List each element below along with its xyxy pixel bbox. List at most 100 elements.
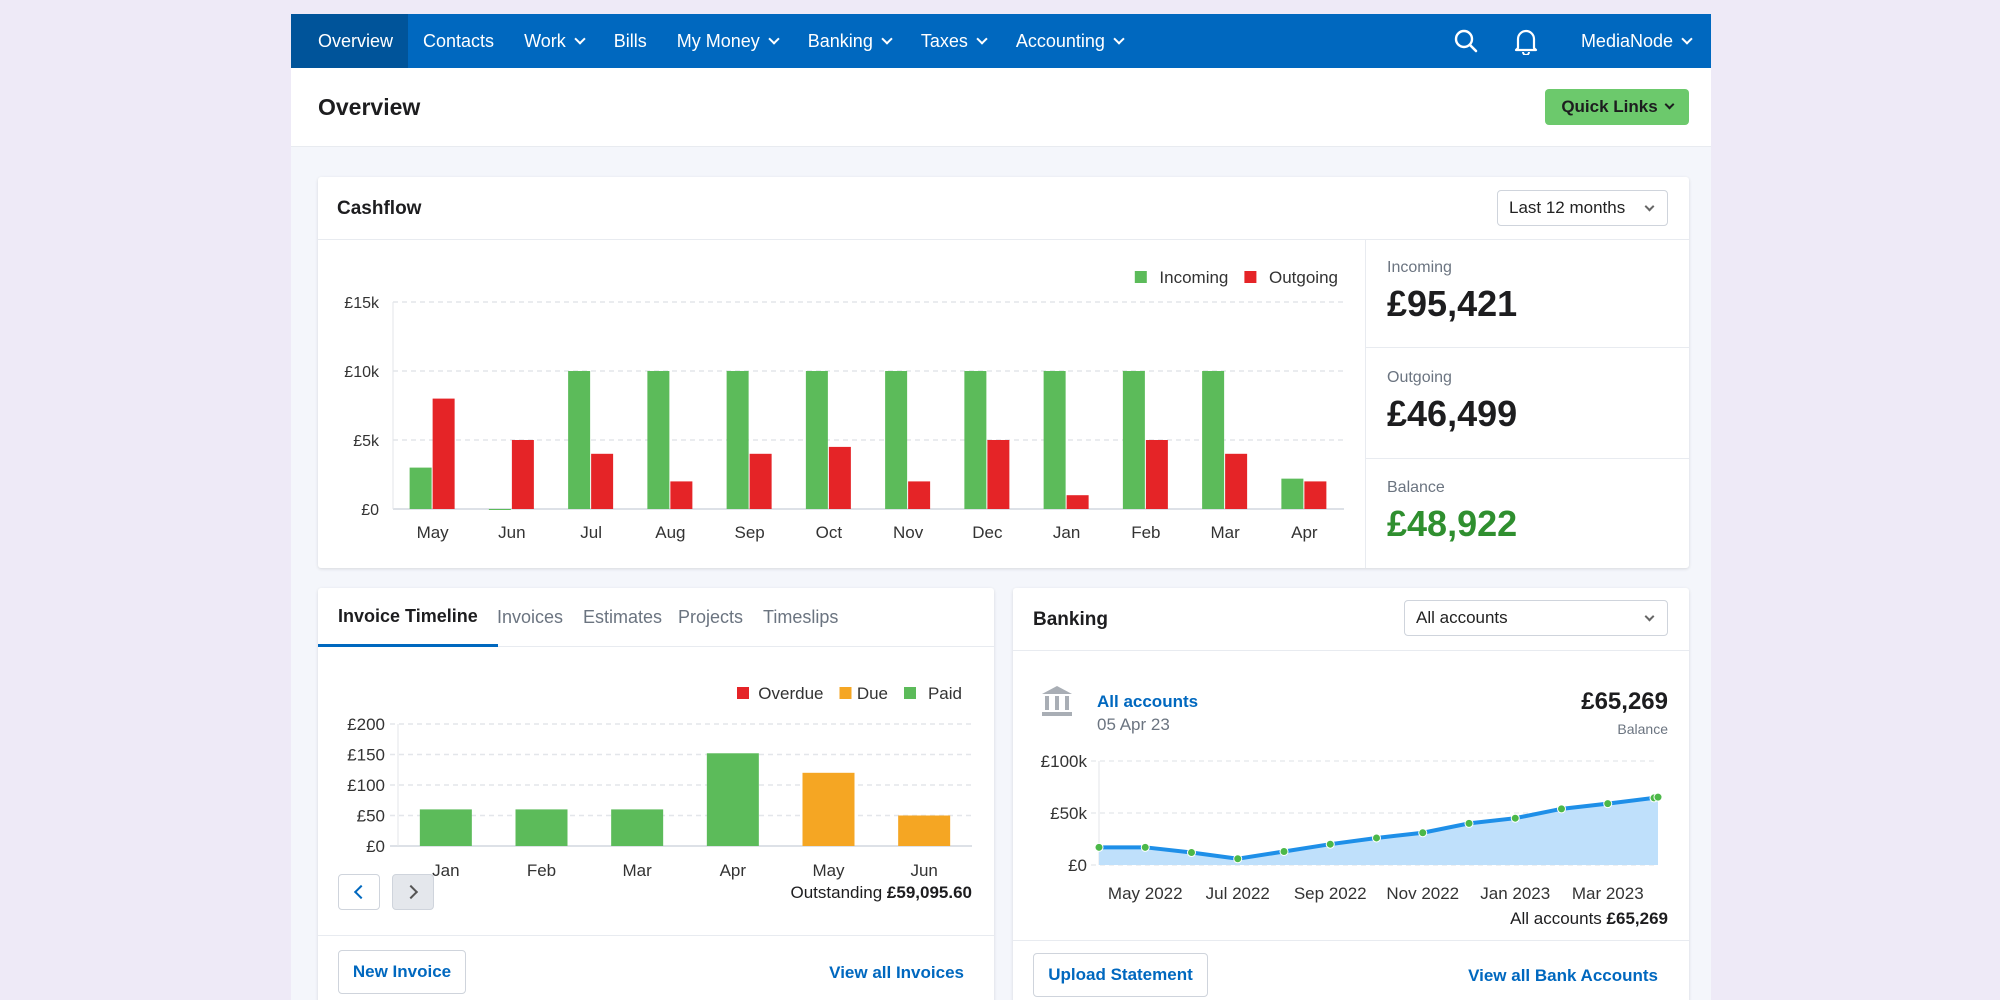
x-tick-label: Jul 2022 [1206,884,1270,903]
legend-swatch [839,687,852,699]
chevron-down-icon [976,32,988,45]
account-select-value: All accounts [1416,608,1508,627]
chevron-down-icon [1113,32,1125,45]
x-tick-label: Apr [1291,523,1318,542]
chevron-down-icon [768,32,780,45]
nav-item-label: Work [524,30,566,51]
y-tick-label: £100 [347,776,385,795]
cashflow-card: Cashflow Last 12 months £0 £5k £10k £15k May… [318,177,1689,568]
nav-item-my-money[interactable]: My Money [662,14,793,68]
chevron-down-icon [1664,99,1675,110]
invoice-chart: £0 £50 £100 £150 £200 Jan Feb Mar Apr May Jun Paid D… [347,684,972,880]
data-point [1653,792,1663,802]
bar-outgoing [908,481,931,509]
data-point [1187,848,1196,858]
x-tick-label: Dec [972,523,1003,542]
quick-links-button[interactable]: Quick Links [1545,89,1689,125]
cashflow-chart: £0 £5k £10k £15k May Jun Jul Aug Sep Oct Nov Dec Jan… [344,268,1344,542]
data-point [1094,842,1104,852]
search-icon[interactable] [1446,14,1486,68]
view-all-invoices-link[interactable]: View all Invoices [829,963,964,982]
balance-chart: £0 £50k £100k May 2022 Jul 2022 Sep 2022 Nov 2… [1041,752,1663,903]
chevron-down-icon [881,32,893,45]
prev-button[interactable] [338,874,380,910]
banking-card: Banking All accounts All accounts 05 Apr… [1013,588,1689,1000]
nav-item-bills[interactable]: Bills [599,14,662,68]
all-accounts-link[interactable]: All accounts [1097,692,1199,711]
page-header: Overview Quick Links [291,68,1711,147]
nav-item-label: Taxes [920,30,968,51]
bar-outgoing [432,398,455,509]
period-value: Last 12 months [1509,198,1626,217]
cashflow-stats: Incoming £95,421 Outgoing £46,499 Balanc… [1365,239,1689,568]
nav-item-work[interactable]: Work [509,14,599,68]
balance-value: £48,922 [1387,503,1518,544]
outstanding-label: Outstanding [790,883,883,902]
chevron-left-icon [353,884,369,900]
incoming-value: £95,421 [1387,283,1518,324]
nav-item-accounting[interactable]: Accounting [1001,14,1138,68]
data-point [1140,842,1150,852]
y-tick-label: £50 [357,807,385,826]
tab-estimates[interactable]: Estimates [583,607,663,627]
user-name: MediaNode [1580,30,1673,51]
total-balance: All accounts £65,269 [1510,909,1668,929]
legend-swatch [1244,271,1257,283]
x-tick-label: Mar 2023 [1572,884,1644,903]
x-tick-label: Jan [1053,523,1080,542]
data-point [1233,854,1243,864]
period-select[interactable]: Last 12 months [1497,190,1668,226]
tab-timeslips[interactable]: Timeslips [763,607,839,627]
upload-statement-button[interactable]: Upload Statement [1033,953,1208,997]
bar-due [898,815,951,846]
nav-item-label: Contacts [423,30,495,51]
tab-invoice-timeline[interactable]: Invoice Timeline [318,588,498,647]
bar-incoming [568,371,591,509]
account-date: 05 Apr 23 [1097,715,1170,734]
bar-paid [611,809,664,846]
bar-outgoing [1304,481,1327,509]
bar-incoming [409,467,432,509]
next-button[interactable] [392,874,434,910]
y-tick-label: £0 [361,502,379,519]
y-tick-label: £50k [1050,804,1087,823]
y-tick-label: £15k [344,295,380,312]
invoice-card: Invoice Timeline Invoices Estimates Project… [318,588,994,1000]
x-tick-label: Jun [498,523,525,542]
bell-icon[interactable] [1506,14,1546,68]
nav-item-overview[interactable]: Overview [291,14,409,68]
data-point [1279,846,1289,856]
y-tick-label: £0 [1068,856,1087,875]
x-tick-label: May 2022 [1108,884,1183,903]
x-tick-label: Jan 2023 [1480,884,1550,903]
user-menu[interactable]: MediaNode [1566,14,1711,68]
bar-incoming [964,371,987,509]
account-select[interactable]: All accounts [1404,600,1668,636]
x-tick-label: Oct [816,523,843,542]
nav-item-banking[interactable]: Banking [793,14,906,68]
tab-projects[interactable]: Projects [678,607,744,627]
view-all-bank-accounts-link[interactable]: View all Bank Accounts [1468,966,1658,985]
balance-area [1099,797,1658,865]
x-tick-label: Feb [527,861,556,880]
chevron-down-icon [1681,32,1693,45]
nav-item-contacts[interactable]: Contacts [408,14,509,68]
tab-invoices[interactable]: Invoices [497,607,564,627]
nav-item-taxes[interactable]: Taxes [906,14,1001,68]
chevron-right-icon [403,884,419,900]
cashflow-title: Cashflow [337,198,422,219]
divider [318,239,1689,240]
x-tick-label: Jun [910,861,937,880]
x-tick-label: Mar [623,861,653,880]
x-tick-label: Aug [655,523,685,542]
bar-outgoing [511,440,534,509]
top-nav: Overview Contacts Work Bills My Money Banking… [291,14,1711,68]
app-window: Overview Contacts Work Bills My Money Banking… [291,14,1711,1000]
invoice-tabs: Invoice Timeline Invoices Estimates Project… [318,588,994,647]
outstanding: Outstanding £59,095.60 [790,883,972,903]
divider [1365,458,1689,459]
bar-outgoing [1145,440,1168,509]
chevron-down-icon [574,32,586,45]
new-invoice-button[interactable]: New Invoice [338,950,466,994]
banking-title: Banking [1033,609,1108,630]
